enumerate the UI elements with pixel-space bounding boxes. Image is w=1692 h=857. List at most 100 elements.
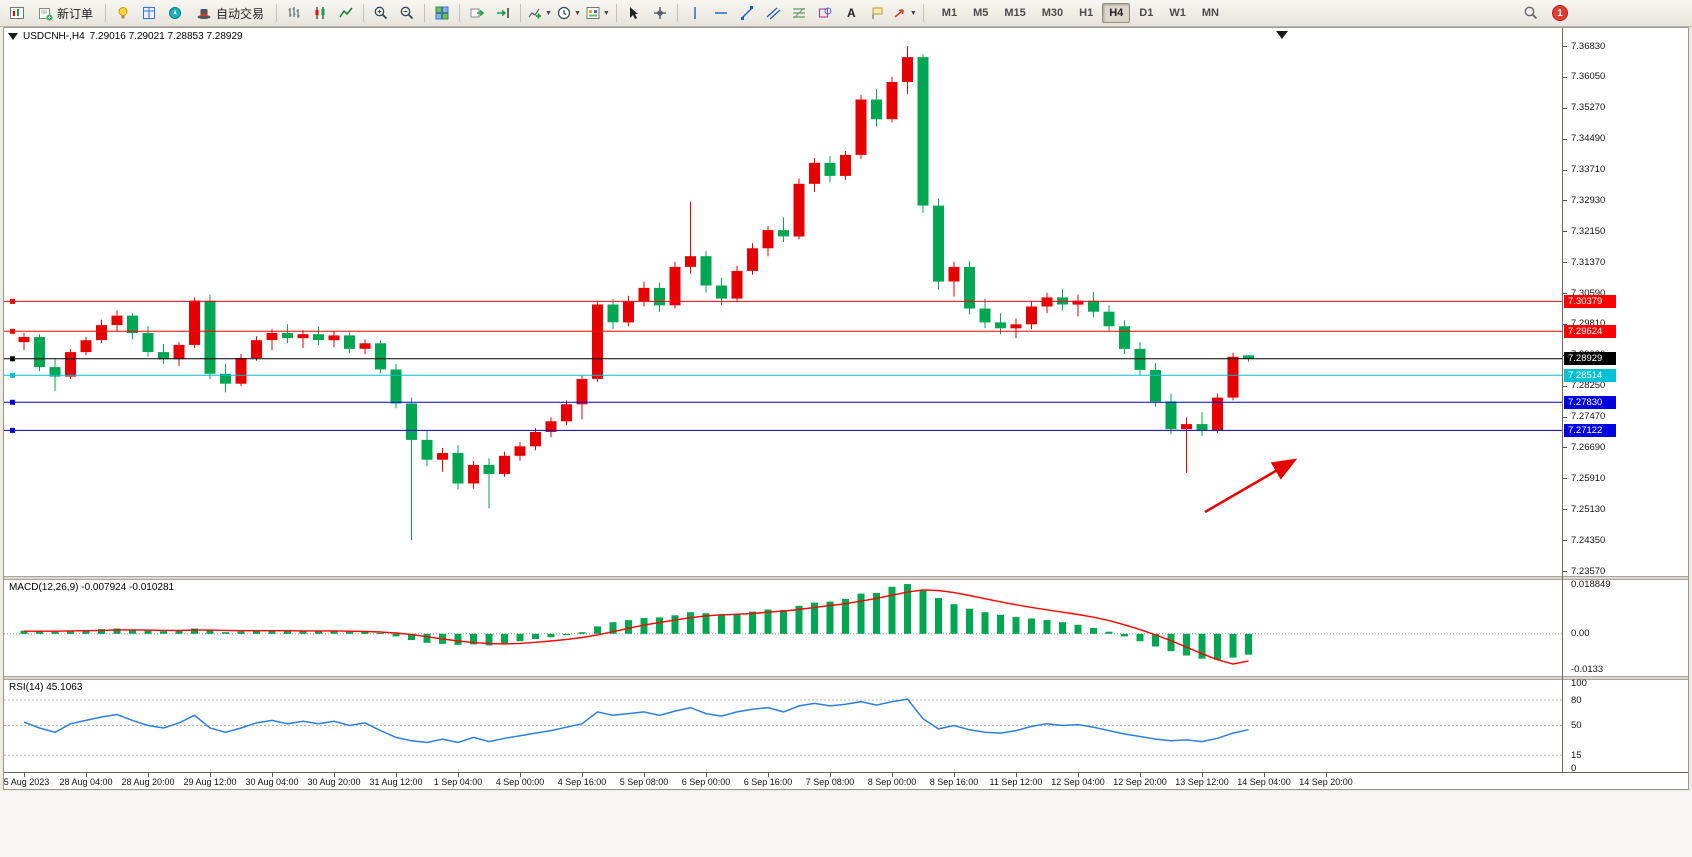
time-tick-mark (1326, 773, 1327, 777)
candle-body (65, 352, 76, 377)
line-anchor-handle[interactable] (10, 328, 15, 334)
macd-bar (377, 633, 384, 634)
chart-shift-marker[interactable] (1276, 31, 1288, 39)
price-chart-canvas[interactable] (4, 28, 1562, 576)
autotrading-button[interactable]: 自动交易 (189, 2, 271, 24)
horizontal-line-button[interactable] (709, 2, 733, 24)
macd-bar (780, 610, 787, 634)
one-click-trading-arrow-icon[interactable] (8, 33, 18, 40)
macd-bar (1012, 616, 1020, 634)
text-label-button[interactable] (865, 2, 889, 24)
shapes-button[interactable] (813, 2, 837, 24)
timeframe-w1-button[interactable]: W1 (1169, 7, 1186, 19)
data-window-button[interactable] (137, 2, 161, 24)
candlestick-chart-button[interactable] (308, 2, 332, 24)
candle-body (483, 464, 495, 474)
macd-canvas[interactable] (4, 580, 1562, 676)
macd-bar (67, 630, 74, 634)
time-label: 30 Aug 20:00 (307, 777, 361, 787)
macd-bar (1229, 633, 1237, 658)
line-anchor-handle[interactable] (10, 298, 15, 304)
trendline-button[interactable] (735, 2, 759, 24)
macd-bar (268, 630, 276, 634)
timeframe-m5-button[interactable]: M5 (973, 7, 989, 19)
timeframe-m15-button[interactable]: M15 (1004, 7, 1026, 19)
timeframe-mn-button[interactable]: MN (1201, 7, 1219, 19)
line-anchor-handle[interactable] (10, 427, 15, 433)
bar-chart-button[interactable] (282, 2, 306, 24)
zoom-in-button[interactable] (369, 2, 393, 24)
chart-shift-button[interactable] (491, 2, 515, 24)
notification-badge[interactable]: 1 (1552, 5, 1568, 21)
candle-body (96, 325, 107, 341)
trend-arrow-annotation[interactable] (1204, 458, 1298, 514)
fibonacci-button[interactable] (787, 2, 811, 24)
candle-body (421, 439, 433, 460)
macd-bar (656, 617, 663, 634)
toolbar: 新订单 (0, 0, 1692, 27)
line-chart-icon (339, 7, 353, 18)
search-button[interactable] (1519, 2, 1543, 24)
candle-body (638, 287, 650, 302)
candle-body (1041, 297, 1053, 307)
vertical-line-button[interactable] (683, 2, 707, 24)
dropdown-caret-icon: ▼ (909, 9, 917, 17)
candlestick-icon (315, 7, 325, 19)
zoom-in-icon (374, 6, 388, 20)
candle-body (948, 266, 960, 282)
timeframe-d1-button[interactable]: D1 (1139, 7, 1154, 19)
price-level-badge-7.27830: 7.27830 (1564, 396, 1616, 409)
timeframe-h1-button[interactable]: H1 (1079, 7, 1094, 19)
rsi-canvas[interactable] (4, 680, 1562, 772)
macd-bar (361, 632, 369, 634)
chart-window: USDCNH-,H4 7.29016 7.29021 7.28853 7.289… (3, 27, 1689, 790)
candle-body (1150, 369, 1161, 402)
line-chart-button[interactable] (334, 2, 358, 24)
clock-icon (557, 6, 571, 20)
periods-button[interactable]: ▼ (555, 2, 582, 24)
pane-splitter[interactable] (4, 676, 1688, 680)
templates-button[interactable]: ▼ (584, 2, 611, 24)
pane-splitter[interactable] (4, 576, 1688, 580)
chart-shift-icon (497, 8, 509, 18)
candle-body (375, 343, 386, 370)
time-axis[interactable]: 25 Aug 2023 28 Aug 04:00 28 Aug 20:00 29 Au… (4, 773, 1562, 789)
line-anchor-handle[interactable] (10, 399, 15, 405)
cursor-button[interactable] (622, 2, 646, 24)
crosshair-button[interactable] (648, 2, 672, 24)
price-level-badge-7.28929: 7.28929 (1564, 352, 1616, 365)
navigator-button[interactable] (163, 2, 187, 24)
line-anchor-handle[interactable] (10, 372, 15, 378)
chart-header: USDCNH-,H4 7.29016 7.29021 7.28853 7.289… (8, 31, 243, 42)
svg-text:A: A (847, 6, 856, 20)
candle-body (840, 154, 851, 176)
indicators-button[interactable]: ▼ (526, 2, 553, 24)
macd-bar (516, 633, 524, 642)
candle-body (871, 99, 882, 120)
zoom-out-button[interactable] (395, 2, 419, 24)
timeframe-h4-button[interactable]: H4 (1102, 3, 1131, 23)
order-ticket-icon (39, 7, 53, 20)
price-axis[interactable]: 7.36830 7.36050 7.35270 7.34490 7.33710 7.329… (1563, 28, 1688, 774)
time-tick-mark (830, 773, 831, 777)
time-tick-mark (24, 773, 25, 777)
market-watch-button[interactable] (111, 2, 135, 24)
dropdown-caret-icon: ▼ (602, 9, 610, 17)
arrows-tool-button[interactable]: ▼ (891, 2, 918, 24)
equidistant-channel-button[interactable] (761, 2, 785, 24)
macd-bar (175, 630, 183, 634)
macd-bar (842, 598, 849, 634)
candle-body (731, 270, 743, 299)
new-chart-button[interactable] (5, 2, 29, 24)
time-label: 8 Sep 00:00 (867, 777, 917, 787)
timeframe-m30-button[interactable]: M30 (1041, 7, 1064, 19)
timeframe-m1-button[interactable]: M1 (941, 7, 958, 19)
line-anchor-handle[interactable] (10, 356, 15, 362)
text-button[interactable]: A (839, 2, 863, 24)
auto-scroll-button[interactable] (465, 2, 489, 24)
time-tick-mark (1016, 773, 1017, 777)
tile-windows-button[interactable] (430, 2, 454, 24)
candle-body (514, 446, 526, 456)
time-tick-mark (582, 773, 583, 777)
new-order-button[interactable]: 新订单 (31, 2, 100, 24)
